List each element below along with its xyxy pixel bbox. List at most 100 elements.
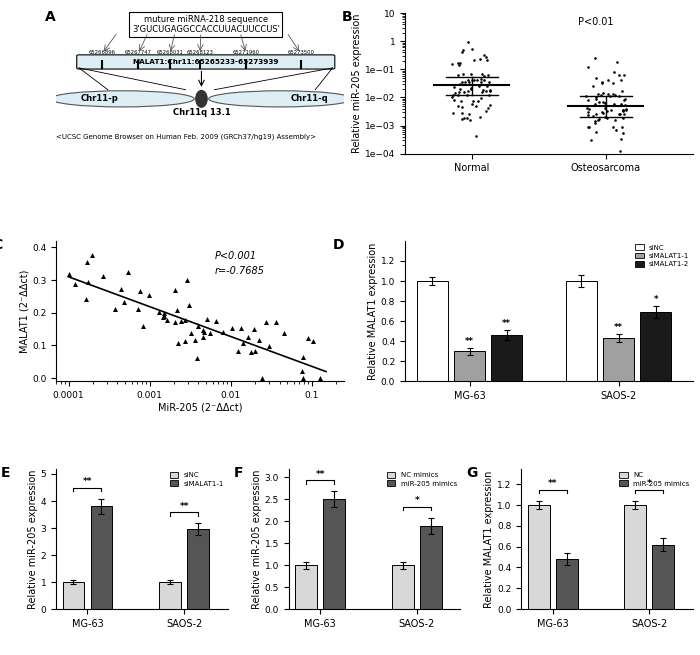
Point	[235, 323, 246, 333]
Text: 65273500: 65273500	[288, 50, 314, 54]
Point	[615, 146, 626, 157]
Point	[466, 75, 477, 85]
Point	[467, 44, 478, 54]
Point	[473, 81, 484, 92]
Point	[297, 352, 308, 362]
Text: D: D	[333, 238, 344, 252]
Point	[608, 88, 619, 99]
Point	[169, 317, 181, 328]
Legend: siNC, siMALAT1-1, siMALAT1-2: siNC, siMALAT1-1, siMALAT1-2	[636, 244, 690, 267]
Point	[183, 300, 195, 310]
Text: F: F	[234, 466, 243, 479]
Bar	[392, 565, 414, 609]
Point	[476, 86, 487, 97]
Text: Chr11-q: Chr11-q	[290, 94, 328, 103]
Point	[620, 94, 631, 105]
Text: **: **	[503, 319, 511, 328]
Text: **: **	[179, 502, 189, 511]
Y-axis label: Relative miR-205 expression: Relative miR-205 expression	[352, 14, 362, 153]
Point	[595, 90, 606, 101]
Y-axis label: MALAT1 (2⁻ΔΔct): MALAT1 (2⁻ΔΔct)	[19, 269, 29, 353]
Point	[478, 75, 489, 85]
Point	[452, 70, 463, 81]
Point	[478, 49, 489, 60]
Point	[176, 316, 187, 326]
Point	[596, 106, 607, 117]
Point	[461, 113, 472, 124]
Point	[226, 323, 237, 333]
Ellipse shape	[50, 91, 195, 107]
Bar	[62, 582, 85, 609]
Point	[447, 90, 458, 100]
Text: P<0.01: P<0.01	[578, 17, 613, 28]
Point	[482, 70, 493, 81]
Point	[63, 269, 74, 279]
Point	[69, 279, 80, 290]
Point	[620, 105, 631, 115]
Point	[615, 99, 626, 109]
Point	[607, 122, 618, 132]
Ellipse shape	[196, 90, 207, 107]
Text: E: E	[1, 466, 10, 479]
Point	[302, 333, 314, 343]
Text: C: C	[0, 238, 3, 252]
Point	[170, 285, 181, 295]
Y-axis label: Relative miR-205 expression: Relative miR-205 expression	[28, 469, 38, 608]
Bar	[295, 565, 317, 609]
Point	[468, 55, 480, 66]
Point	[457, 45, 468, 55]
Point	[590, 126, 601, 137]
Bar	[159, 582, 181, 609]
Point	[484, 86, 496, 96]
Point	[453, 86, 464, 97]
Bar	[491, 335, 522, 381]
Point	[455, 96, 466, 106]
Point	[161, 314, 172, 325]
Point	[591, 73, 602, 83]
Point	[242, 332, 253, 343]
Point	[270, 317, 281, 328]
Point	[601, 105, 612, 116]
Point	[238, 338, 249, 348]
Point	[591, 109, 602, 119]
Text: P<0.001: P<0.001	[214, 251, 256, 261]
Y-axis label: Relative MALAT1 expression: Relative MALAT1 expression	[484, 470, 494, 608]
Point	[197, 325, 209, 335]
Bar	[416, 281, 448, 381]
Point	[602, 75, 613, 85]
Point	[589, 119, 600, 129]
Point	[463, 77, 475, 87]
Point	[619, 109, 630, 119]
Text: Chr11-p: Chr11-p	[80, 94, 118, 103]
Point	[590, 94, 601, 104]
Point	[586, 135, 597, 145]
Point	[298, 373, 309, 383]
Point	[596, 77, 607, 88]
Point	[249, 346, 260, 356]
Point	[594, 113, 605, 124]
Point	[461, 90, 472, 100]
Point	[599, 98, 610, 109]
Y-axis label: Relative miR-205 expression: Relative miR-205 expression	[252, 469, 262, 608]
Text: muture miRNA-218 sequence
3'GUCUGAGGCCACCUUACUUCCUS': muture miRNA-218 sequence 3'GUCUGAGGCCAC…	[132, 14, 280, 34]
Point	[466, 84, 477, 94]
Text: 65268031: 65268031	[156, 50, 183, 54]
Point	[611, 56, 622, 67]
Point	[583, 122, 594, 132]
Point	[593, 88, 604, 99]
Point	[459, 77, 470, 87]
Point	[144, 290, 155, 300]
Point	[296, 366, 307, 377]
Point	[315, 373, 326, 383]
Point	[582, 110, 594, 121]
Point	[463, 75, 474, 85]
Point	[465, 115, 476, 126]
Bar	[556, 559, 578, 609]
Bar	[454, 351, 485, 381]
Point	[475, 54, 486, 64]
Point	[603, 89, 614, 100]
Point	[463, 86, 474, 96]
Text: 65267747: 65267747	[125, 50, 152, 54]
Ellipse shape	[209, 91, 353, 107]
Point	[580, 91, 592, 102]
